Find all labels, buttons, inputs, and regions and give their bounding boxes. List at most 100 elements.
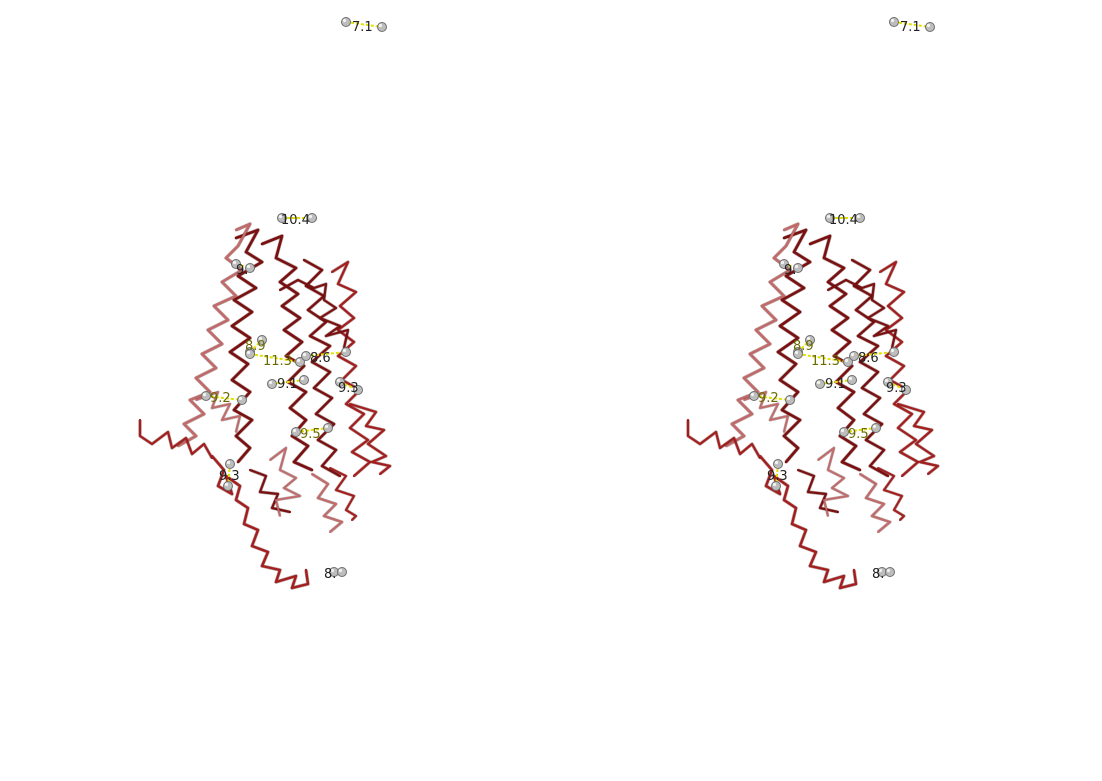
distance-label: 9.: [784, 263, 796, 278]
atom-highlight: [246, 350, 251, 355]
atom-highlight: [292, 428, 297, 433]
atom-sphere: [793, 349, 803, 359]
atom-highlight: [840, 428, 845, 433]
atom-sphere: [871, 423, 881, 433]
distance-label: 9.2: [758, 391, 779, 406]
distance-measurements: 7.110.49.8.911.3 8.69.1 9.39.29.59.38.: [201, 17, 387, 582]
atom-sphere: [885, 567, 895, 577]
atom-highlight: [226, 460, 231, 465]
atom-highlight: [338, 568, 343, 573]
distance-measurement-d8: 9.3: [883, 377, 911, 396]
distance-line: [271, 379, 305, 385]
atom-highlight: [780, 260, 785, 265]
distance-label: 9.3: [886, 381, 907, 396]
atom-highlight: [926, 23, 931, 28]
protein-backbone-ribbon: [138, 222, 392, 590]
helix-segment-11: [877, 467, 905, 521]
helix-segment-13: [195, 391, 241, 433]
distance-measurement-d6: 8.6: [301, 347, 351, 366]
distance-label: 8.6: [310, 351, 331, 366]
atom-highlight: [232, 260, 237, 265]
atom-highlight: [774, 460, 779, 465]
atom-highlight: [354, 386, 359, 391]
distance-measurement-d3: 9.: [231, 259, 255, 278]
atom-sphere: [889, 17, 899, 27]
helix-segment-14: [278, 278, 350, 350]
atom-sphere: [889, 347, 899, 357]
atom-highlight: [890, 348, 895, 353]
atom-highlight: [268, 380, 273, 385]
protein-backbone-ribbon: [686, 222, 940, 590]
helix-segment-11: [329, 467, 357, 521]
atom-highlight: [336, 378, 341, 383]
left-eye-view: 7.110.49.8.911.3 8.69.1 9.39.29.59.38.: [138, 17, 392, 590]
atom-highlight: [886, 568, 891, 573]
distance-line: [893, 21, 931, 28]
atom-highlight: [826, 214, 831, 219]
distance-measurement-d11: 9.3: [767, 459, 788, 491]
helix-segment-14: [826, 278, 898, 350]
helix-segment-12: [817, 447, 849, 517]
atom-highlight: [856, 214, 861, 219]
distance-line: [843, 427, 877, 433]
distance-line: [753, 395, 791, 401]
atom-highlight: [330, 568, 335, 573]
helix-segment-3: [302, 258, 342, 478]
atom-sphere: [299, 375, 309, 385]
distance-label: 9.1: [277, 377, 298, 392]
atom-highlight: [848, 376, 853, 381]
distance-line: [345, 21, 383, 28]
helix-segment-5: [348, 402, 392, 476]
atom-highlight: [300, 376, 305, 381]
atom-highlight: [324, 424, 329, 429]
distance-measurement-d12: 8.: [324, 567, 347, 582]
distance-measurement-d12: 8.: [872, 567, 895, 582]
atom-highlight: [794, 264, 799, 269]
atom-highlight: [246, 264, 251, 269]
atom-highlight: [902, 386, 907, 391]
helix-segment-10: [311, 473, 343, 533]
helix-segment-9: [796, 468, 840, 514]
atom-highlight: [878, 568, 883, 573]
atom-highlight: [224, 482, 229, 487]
atom-sphere: [377, 22, 387, 32]
distance-line: [775, 463, 779, 487]
atom-sphere: [773, 459, 783, 469]
helix-segment-6: [176, 222, 252, 448]
atom-highlight: [884, 378, 889, 383]
atom-highlight: [806, 336, 811, 341]
atom-sphere: [341, 17, 351, 27]
atom-highlight: [202, 392, 207, 397]
atom-highlight: [378, 23, 383, 28]
distance-measurement-d7: 9.1: [267, 375, 309, 392]
distance-label: 7.1: [352, 20, 373, 35]
atom-sphere: [237, 395, 247, 405]
distance-label: 9.: [236, 263, 248, 278]
distance-line: [853, 351, 895, 357]
distance-label: 9.5: [300, 427, 321, 442]
helix-segment-8: [210, 454, 310, 590]
helix-segment-5: [896, 402, 940, 476]
atom-highlight: [772, 482, 777, 487]
helix-segment-6: [724, 222, 800, 448]
atom-highlight: [844, 358, 849, 363]
atom-highlight: [296, 358, 301, 363]
helix-segment-7: [138, 418, 214, 460]
distance-label: 9.3: [767, 469, 788, 484]
helix-segment-7: [686, 418, 762, 460]
distance-line: [797, 353, 849, 363]
atom-highlight: [786, 396, 791, 401]
atom-highlight: [308, 214, 313, 219]
atom-sphere: [341, 347, 351, 357]
helix-segment-1: [776, 228, 812, 464]
atom-highlight: [890, 18, 895, 23]
distance-measurement-d10: 9.5: [291, 423, 333, 442]
distance-label: 11.3: [811, 354, 840, 369]
distance-label: 10.4: [281, 213, 310, 228]
distance-label: 9.5: [848, 427, 869, 442]
atom-sphere: [785, 395, 795, 405]
distance-label: 10.4: [829, 213, 858, 228]
distance-line: [305, 351, 347, 357]
